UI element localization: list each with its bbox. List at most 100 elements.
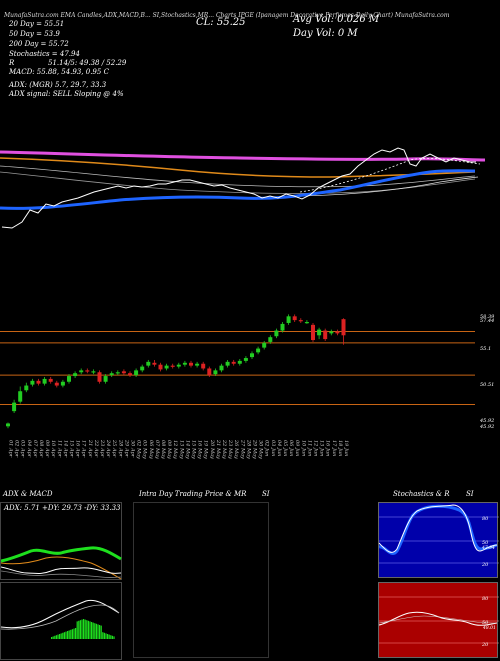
date-tick-label: 04 Apr bbox=[26, 440, 32, 458]
macd-histogram-bar bbox=[54, 635, 56, 639]
close-price-label: CL: 55.25 bbox=[196, 17, 246, 28]
macd-histogram-bar bbox=[70, 629, 72, 639]
date-tick-label: 09 Apr bbox=[44, 440, 50, 458]
date-tick-label: 28 May bbox=[245, 439, 251, 459]
macd-histogram-bar bbox=[60, 633, 62, 639]
price-axis-label: 58.39 bbox=[480, 314, 495, 320]
date-tick-label: 16 Apr bbox=[75, 440, 81, 458]
candle-body bbox=[292, 316, 297, 321]
date-tick-label: 16 May bbox=[197, 440, 203, 459]
macd-signal-line bbox=[1, 604, 120, 630]
adx-lines bbox=[1, 546, 122, 580]
dma200-label: 200 Day = 55.72 bbox=[9, 40, 69, 48]
candle-body bbox=[219, 365, 224, 371]
candle-body bbox=[268, 337, 273, 342]
date-tick-label: 18 Jun bbox=[337, 440, 343, 456]
dma50-label: 50 Day = 53.9 bbox=[9, 30, 60, 38]
candle-body bbox=[79, 370, 84, 373]
date-tick-label: 06 May bbox=[148, 440, 154, 459]
rsi-white-line bbox=[379, 611, 498, 626]
macd-histogram-bar bbox=[62, 632, 64, 639]
macd-histogram-bar bbox=[95, 623, 97, 639]
macd-histogram-bar bbox=[57, 634, 59, 639]
stoch-level-80: 80 bbox=[482, 516, 489, 522]
candle-body bbox=[323, 330, 328, 340]
candle-body bbox=[201, 363, 206, 369]
macd-histogram-bar bbox=[113, 636, 115, 639]
macd-histogram-bar bbox=[102, 632, 104, 639]
chart-header: MunafaSutra.com EMA Candles,ADX,MACD,B..… bbox=[4, 12, 450, 19]
macd-histogram-bar bbox=[78, 620, 80, 639]
candle-body bbox=[115, 372, 120, 374]
candle-body bbox=[42, 378, 47, 384]
stoch-last-value: 47.94 bbox=[481, 545, 495, 551]
adx-label: ADX: (MGR) 5.7, 29.7, 33.3 bbox=[9, 81, 107, 89]
rsi-last-value: 48.01 bbox=[482, 625, 496, 631]
macd-histogram-bar bbox=[86, 620, 88, 639]
candle-body bbox=[134, 370, 139, 376]
candle-body bbox=[152, 362, 157, 365]
macd-histogram-bar bbox=[63, 632, 65, 639]
macd-histogram-bar bbox=[100, 625, 102, 639]
date-tick-label: 15 Apr bbox=[69, 440, 75, 458]
date-tick-label: 23 Apr bbox=[99, 439, 105, 458]
candle-body bbox=[12, 402, 17, 412]
macd-histogram-bar bbox=[52, 636, 54, 639]
candle-body bbox=[73, 373, 78, 377]
candle-body bbox=[304, 322, 309, 324]
date-tick-label: 10 Apr bbox=[50, 440, 56, 458]
macd-histogram-bar bbox=[73, 628, 75, 639]
date-tick-label: 03 Jun bbox=[270, 440, 276, 456]
date-tick-label: 02 Apr bbox=[14, 440, 20, 458]
date-tick-label: 17 Jun bbox=[331, 440, 337, 456]
price-axis-label: 55.1 bbox=[480, 346, 491, 352]
day-volume-label: Day Vol: 0 M bbox=[293, 28, 358, 39]
candle-body bbox=[158, 364, 163, 370]
candle-body bbox=[274, 330, 279, 337]
candle-body bbox=[121, 371, 126, 374]
date-tick-label: 29 May bbox=[252, 439, 258, 459]
candle-body bbox=[286, 316, 291, 323]
macd-label: MACD: 55.88, 54.93, 0.95 C bbox=[9, 68, 109, 76]
candle-body bbox=[311, 324, 315, 341]
candle-body bbox=[164, 365, 169, 369]
candle-body bbox=[176, 364, 181, 367]
date-tick-label: 11 Apr bbox=[56, 440, 62, 458]
candle-body bbox=[36, 380, 41, 384]
adx-white-line bbox=[1, 566, 122, 574]
date-tick-label: 05 Jun bbox=[282, 440, 288, 456]
adx-panel-title: ADX & MACD bbox=[3, 490, 53, 498]
ema-orange-line bbox=[0, 157, 476, 178]
candle-body bbox=[231, 361, 236, 364]
candle-body bbox=[329, 331, 334, 334]
rsi-level-50: 50 bbox=[482, 620, 489, 626]
macd-histogram-bar bbox=[105, 633, 107, 639]
bollinger-r-label: R bbox=[9, 59, 15, 67]
candle-body bbox=[213, 370, 218, 375]
date-tick-label: 28 Apr bbox=[117, 439, 123, 458]
date-tick-label: 12 Jun bbox=[313, 440, 319, 456]
date-tick-label: 13 Jun bbox=[319, 440, 325, 456]
date-tick-label: 07 May bbox=[154, 440, 160, 459]
date-tick-label: 16 Jun bbox=[325, 440, 331, 456]
candle-body bbox=[317, 329, 322, 336]
macd-histogram-bar bbox=[108, 634, 110, 639]
rsi-level-20: 20 bbox=[481, 642, 489, 648]
macd-histogram-bar bbox=[65, 631, 67, 639]
macd-histogram-bar bbox=[51, 637, 53, 639]
macd-histogram-bar bbox=[99, 625, 101, 639]
date-tick-label: 07 Apr bbox=[32, 440, 38, 458]
date-tick-label: 02 May bbox=[136, 440, 142, 459]
date-tick-label: 22 Apr bbox=[93, 439, 99, 458]
candle-body bbox=[30, 380, 35, 385]
macd-histogram-bar bbox=[55, 635, 57, 639]
candle-body bbox=[280, 323, 285, 331]
candle-body bbox=[109, 373, 114, 376]
candle-body bbox=[335, 331, 340, 334]
rsi-panel: 80 50 20 48.01 bbox=[378, 582, 499, 658]
candle-body bbox=[6, 423, 10, 427]
candle-body bbox=[195, 363, 200, 366]
candle-body bbox=[146, 361, 151, 366]
candle-body bbox=[225, 361, 230, 366]
